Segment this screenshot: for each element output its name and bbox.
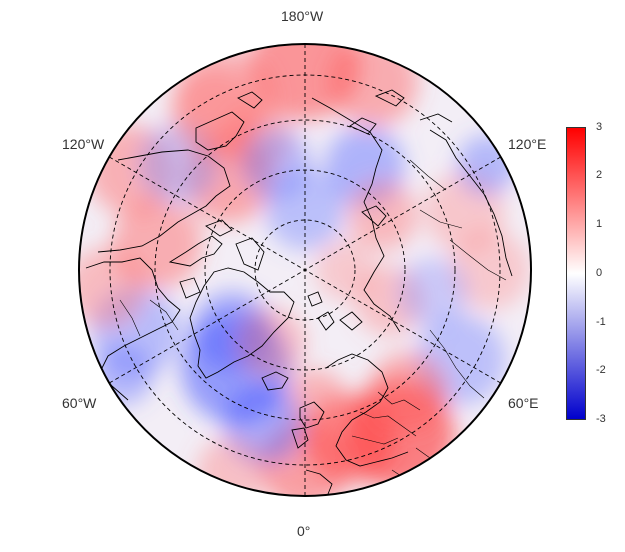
anomaly-patch <box>236 307 307 378</box>
siberia-coastline <box>311 89 405 333</box>
latitude-circle <box>154 119 456 421</box>
label-180w: 180°W <box>281 8 324 24</box>
iceland-coastline <box>261 371 289 391</box>
north-america-coastline <box>85 149 231 401</box>
anomaly-patch <box>265 170 345 250</box>
graticule <box>109 44 501 496</box>
meridian-line <box>109 156 501 384</box>
label-120e: 120°E <box>508 136 547 152</box>
colorbar-tick: -1 <box>596 316 606 328</box>
colorbar-tick: -3 <box>596 413 606 425</box>
canadian-islands <box>168 219 265 299</box>
coastlines <box>85 89 513 495</box>
anomaly-patch <box>398 257 468 328</box>
colorbar <box>566 127 586 420</box>
label-120w: 120°W <box>62 136 105 152</box>
anomaly-patch <box>347 180 418 251</box>
label-60e: 60°E <box>508 395 539 411</box>
svalbard-coastline <box>307 291 335 331</box>
map-boundary <box>78 43 532 497</box>
anomaly-patch <box>196 437 267 496</box>
anomaly-field <box>79 44 531 496</box>
anomaly-patch <box>170 69 260 160</box>
colorbar-tick: -2 <box>596 364 606 376</box>
anomaly-patch <box>367 352 448 433</box>
anomaly-patch <box>450 230 530 310</box>
anomaly-patch <box>315 240 375 300</box>
east-asia-coastline <box>419 113 513 277</box>
alaska-coastline <box>195 91 263 151</box>
europe-coastline <box>291 353 409 495</box>
colorbar-tick: 0 <box>596 267 603 279</box>
greenland-coastline <box>189 267 295 379</box>
colorbar-tick: 1 <box>596 218 603 230</box>
colorbar-tick: 2 <box>596 169 603 181</box>
label-60w: 60°W <box>62 395 97 411</box>
label-0: 0° <box>297 523 311 539</box>
colorbar-tick: 3 <box>596 121 603 133</box>
anomaly-patch <box>328 44 419 128</box>
